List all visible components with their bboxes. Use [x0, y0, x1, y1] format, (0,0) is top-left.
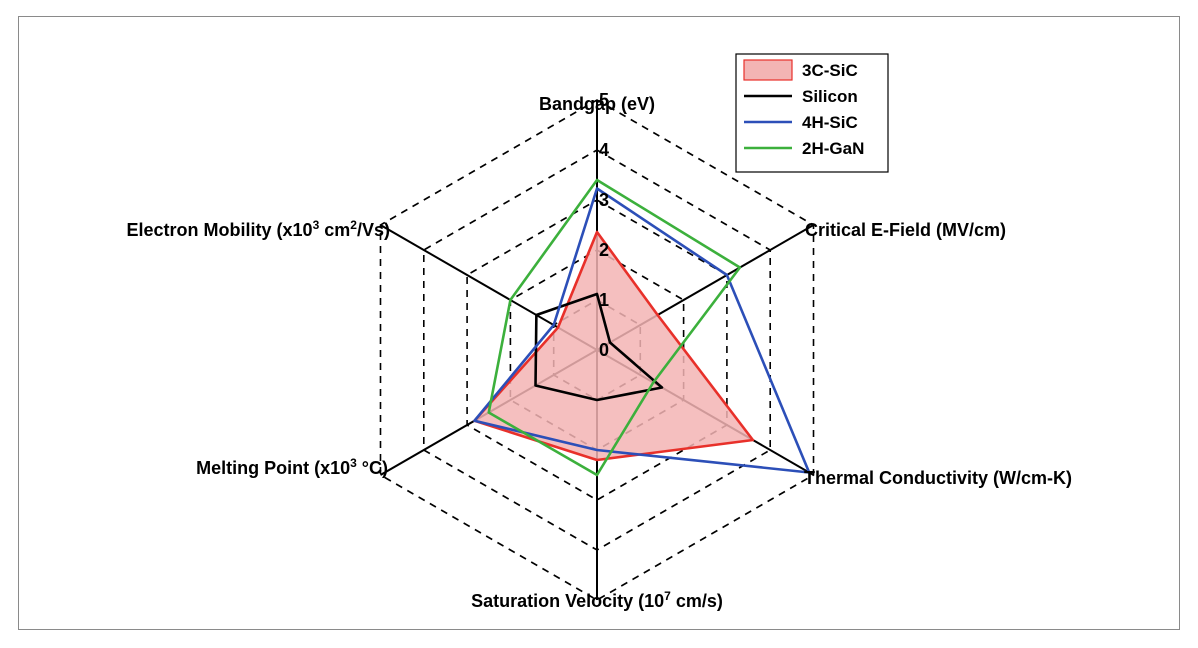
axis-title-part: Bandgap (eV)	[539, 94, 655, 114]
tick-label-2: 2	[599, 240, 609, 260]
series	[473, 178, 811, 477]
axis-title-part: Thermal Conductivity (W/cm-K)	[804, 468, 1072, 488]
tick-label-3: 3	[599, 190, 609, 210]
axis-title-0: Bandgap (eV)	[539, 94, 655, 114]
legend-label-2h-gan: 2H-GaN	[802, 139, 864, 158]
axis-title-3: Saturation Velocity (107 cm/s)	[471, 589, 723, 611]
axis-title-part: 2	[350, 218, 357, 232]
axis-title-part: Saturation Velocity (10	[471, 591, 664, 611]
axis-title-part: Electron Mobility (x10	[127, 220, 313, 240]
series-silicon	[534, 292, 664, 402]
tick-label-4: 4	[599, 140, 609, 160]
axis-title-part: Critical E-Field (MV/cm)	[805, 220, 1006, 240]
axis-title-4: Melting Point (x103 °C)	[196, 456, 388, 478]
axis-title-part: cm/s)	[671, 591, 723, 611]
axis-title-part: °C)	[357, 458, 388, 478]
series-4h-sic	[473, 187, 811, 474]
tick-label-0: 0	[599, 340, 609, 360]
tick-labels: 0 1 2 3 4 5	[599, 90, 609, 360]
legend: 3C-SiC Silicon 4H-SiC 2H-GaN	[735, 53, 889, 173]
tick-label-1: 1	[599, 290, 609, 310]
axis-title-part: cm	[319, 220, 350, 240]
legend-label-3c-sic: 3C-SiC	[802, 61, 858, 80]
axis-title-5: Electron Mobility (x103 cm2/Vs)	[127, 218, 390, 240]
axis-title-part: 3	[313, 218, 320, 232]
axis-title-part: 3	[350, 456, 357, 470]
axis-title-2: Thermal Conductivity (W/cm-K)	[804, 468, 1072, 488]
legend-label-silicon: Silicon	[802, 87, 858, 106]
tick-label-5: 5	[599, 90, 609, 110]
series-2h-gan	[487, 178, 742, 477]
legend-swatch-3c-sic	[743, 59, 793, 81]
legend-label-4h-sic: 4H-SiC	[802, 113, 858, 132]
axis-title-part: Melting Point (x10	[196, 458, 350, 478]
axis-title-part: 7	[664, 589, 671, 603]
axis-titles: Bandgap (eV) Critical E-Field (MV/cm) Ther…	[127, 94, 1072, 611]
axis-title-part: /Vs)	[357, 220, 390, 240]
axis-title-1: Critical E-Field (MV/cm)	[805, 220, 1006, 240]
